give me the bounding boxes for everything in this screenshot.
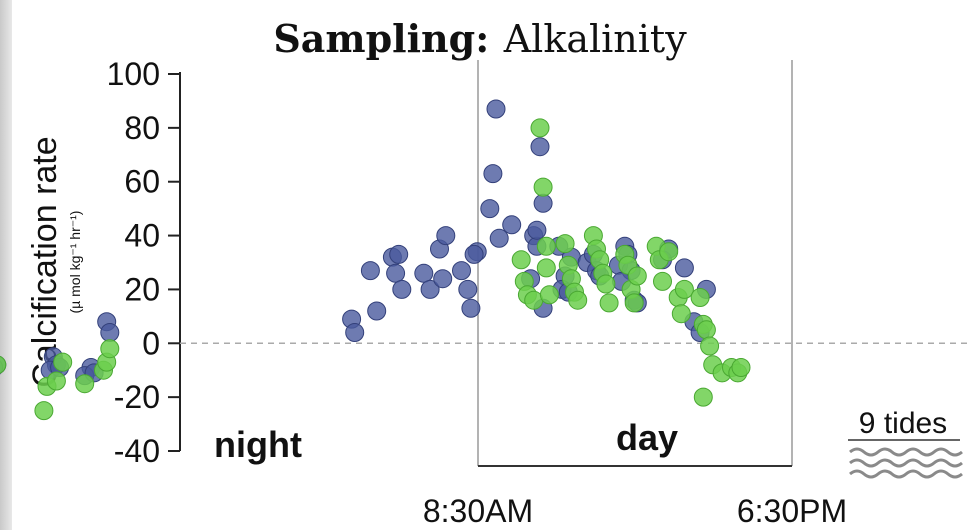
green-data-point xyxy=(75,374,95,394)
green-data-point xyxy=(690,288,710,307)
chart-title-bold: Sampling: xyxy=(273,16,489,61)
green-data-point xyxy=(568,290,588,310)
day-label: day xyxy=(616,417,678,458)
blue-data-point xyxy=(386,263,406,283)
y-tick-label: 60 xyxy=(124,164,160,200)
blue-data-point xyxy=(486,99,506,119)
blue-data-point xyxy=(345,323,365,342)
blue-data-point xyxy=(392,279,412,299)
green-data-point xyxy=(674,279,694,299)
green-data-point xyxy=(671,304,691,324)
blue-data-point xyxy=(527,220,547,240)
green-data-point xyxy=(731,358,751,377)
y-tick-label: 0 xyxy=(142,325,160,361)
green-data-point xyxy=(555,234,575,254)
blue-data-point xyxy=(420,279,440,299)
blue-data-point xyxy=(389,244,409,264)
blue-data-point xyxy=(458,279,478,299)
green-data-point xyxy=(693,387,713,407)
y-tick-label: -20 xyxy=(114,379,160,415)
green-data-point xyxy=(530,118,550,138)
blue-data-point xyxy=(360,261,380,281)
green-data-point xyxy=(539,285,559,305)
end-time-label: 6:30PM xyxy=(737,493,847,529)
green-data-point xyxy=(627,266,647,286)
green-data-point xyxy=(596,274,616,294)
blue-data-point xyxy=(367,301,387,321)
blue-data-point xyxy=(100,323,120,342)
y-axis-label: Calcification rate xyxy=(26,136,64,387)
y-ticks: 100 80 60 40 20 0 -20 -40 xyxy=(107,56,180,469)
blue-data-point xyxy=(674,258,694,278)
blue-data-point xyxy=(489,228,509,248)
blue-data-point xyxy=(483,164,503,184)
start-time-label: 8:30AM xyxy=(423,493,533,529)
blue-data-point xyxy=(461,298,481,318)
blue-data-point xyxy=(433,269,453,289)
chart-title-rest: Alkalinity xyxy=(503,17,687,61)
blue-data-point xyxy=(533,193,553,213)
green-data-point xyxy=(659,242,679,262)
blue-data-point xyxy=(480,199,500,219)
y-axis-units: (µ mol kg⁻¹ hr⁻¹) xyxy=(67,211,83,314)
green-data-point xyxy=(536,236,556,256)
green-data-point xyxy=(46,371,66,391)
y-tick-label: 20 xyxy=(124,271,160,307)
green-data-point xyxy=(700,336,720,356)
y-tick-label: 100 xyxy=(107,56,160,92)
data-points xyxy=(0,99,751,421)
blue-data-point xyxy=(414,263,434,283)
green-data-point xyxy=(0,355,7,374)
left-edge-strip xyxy=(0,0,12,530)
green-data-point xyxy=(696,320,716,340)
blue-data-point xyxy=(452,261,471,281)
green-data-point xyxy=(34,401,54,421)
blue-data-point xyxy=(502,215,522,235)
chart-title: Sampling: Alkalinity xyxy=(273,16,687,61)
green-data-point xyxy=(533,177,553,197)
y-tick-label: -40 xyxy=(114,433,160,469)
green-data-point xyxy=(653,271,672,291)
tides-label: 9 tides xyxy=(859,407,947,440)
y-tick-label: 80 xyxy=(124,110,160,146)
blue-data-point xyxy=(464,244,484,264)
green-data-point xyxy=(511,250,531,270)
green-data-point xyxy=(599,293,619,313)
green-data-point xyxy=(536,258,556,278)
green-data-point xyxy=(53,352,73,372)
night-label: night xyxy=(214,424,302,465)
green-data-point xyxy=(624,293,644,313)
y-tick-label: 40 xyxy=(124,218,160,254)
blue-data-point xyxy=(436,226,456,246)
blue-data-point xyxy=(530,137,550,157)
green-data-point xyxy=(100,339,120,359)
waves-icon xyxy=(849,447,963,479)
